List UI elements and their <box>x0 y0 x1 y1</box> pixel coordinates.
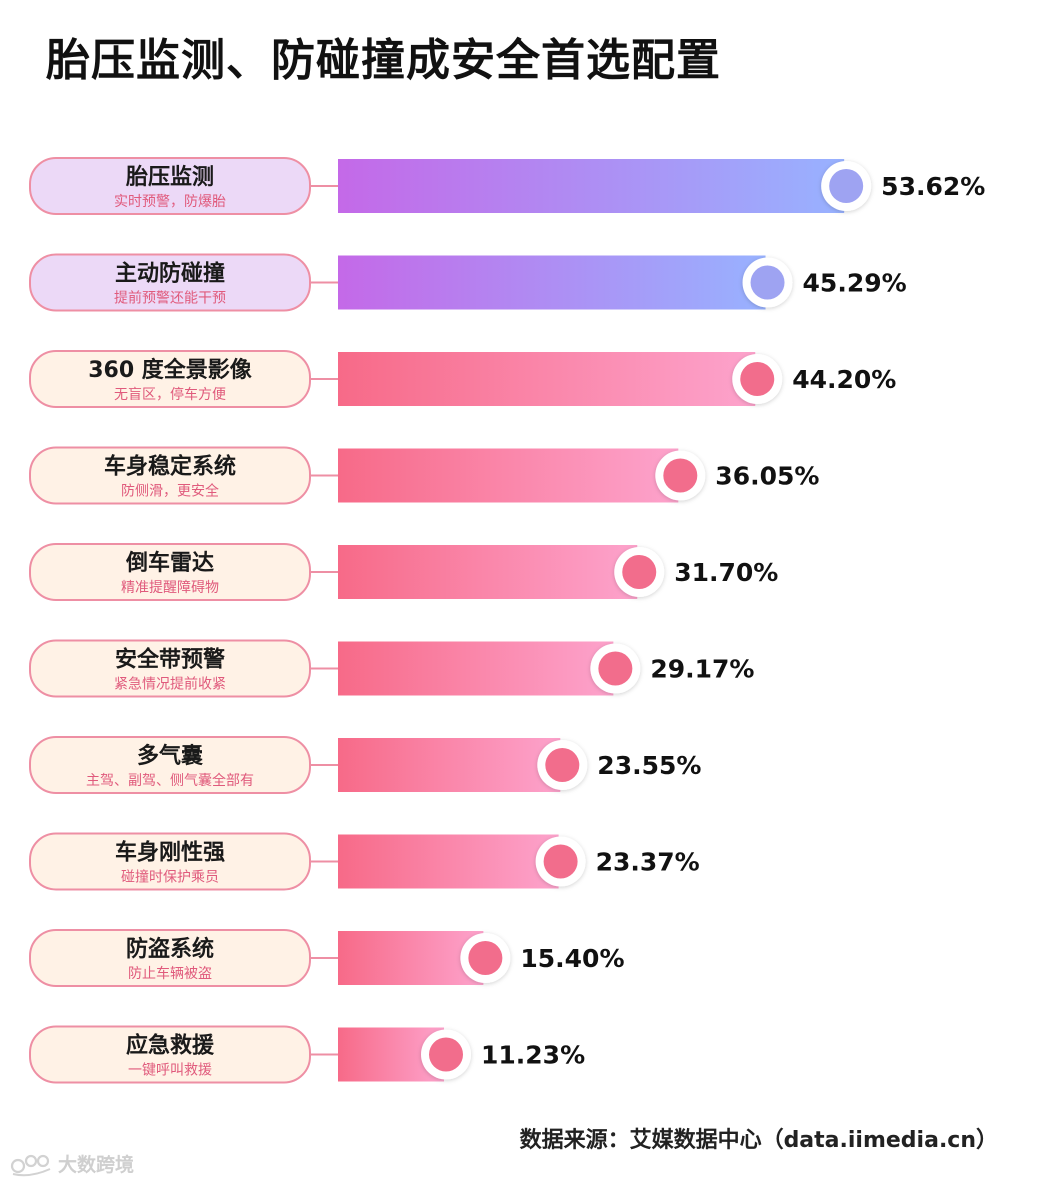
bar-end-dot <box>663 458 698 493</box>
category-subtitle: 主驾、副驾、侧气囊全部有 <box>86 772 254 789</box>
value-bar <box>338 545 638 599</box>
value-label: 45.29% <box>803 269 907 298</box>
value-bar <box>338 352 756 406</box>
category-subtitle: 碰撞时保护乘员 <box>121 870 219 886</box>
value-label: 15.40% <box>520 944 624 973</box>
category-subtitle: 提前预警还能干预 <box>114 290 226 307</box>
category-name: 360 度全景影像 <box>88 357 253 383</box>
value-label: 44.20% <box>792 365 896 394</box>
value-bar <box>338 255 766 310</box>
bar-end-dot <box>545 748 580 782</box>
value-label: 23.37% <box>596 848 700 877</box>
watermark: 大数跨境 <box>10 1150 134 1177</box>
bar-end-dot <box>622 555 657 589</box>
category-name: 胎压监测 <box>126 164 214 190</box>
category-subtitle: 防侧滑，更安全 <box>121 483 219 500</box>
value-label: 23.55% <box>597 751 701 780</box>
value-label: 53.62% <box>881 172 985 201</box>
bar-end-dot <box>429 1037 464 1072</box>
category-subtitle: 紧急情况提前收紧 <box>114 676 226 693</box>
category-name: 安全带预警 <box>115 647 225 673</box>
value-label: 11.23% <box>481 1041 585 1070</box>
category-name: 倒车雷达 <box>125 550 214 576</box>
bar-end-dot <box>543 844 578 879</box>
value-bar <box>338 641 614 696</box>
chart-title: 胎压监测、防碰撞成安全首选配置 <box>46 35 721 86</box>
bar-end-dot <box>468 941 503 975</box>
category-name: 多气囊 <box>137 743 203 769</box>
value-bar <box>338 159 845 213</box>
brand-logo-icon <box>10 1154 51 1176</box>
bar-end-dot <box>740 362 775 396</box>
value-label: 36.05% <box>715 462 819 491</box>
category-name: 防盗系统 <box>126 936 214 962</box>
value-label: 31.70% <box>674 558 778 587</box>
category-subtitle: 一键呼叫救援 <box>128 1063 212 1079</box>
category-subtitle: 精准提醒障碍物 <box>121 580 219 596</box>
category-subtitle: 无盲区，停车方便 <box>114 386 226 403</box>
value-label: 29.17% <box>650 655 754 684</box>
value-bar <box>338 738 561 792</box>
value-bar <box>338 931 484 985</box>
bar-end-dot <box>598 651 633 686</box>
category-name: 应急救援 <box>126 1033 215 1059</box>
bar-end-dot <box>829 169 864 203</box>
category-subtitle: 实时预警，防爆胎 <box>114 194 226 210</box>
value-bar <box>338 834 559 889</box>
data-source: 数据来源：艾媒数据中心（data.iimedia.cn） <box>519 1128 998 1153</box>
category-name: 主动防碰撞 <box>115 261 225 287</box>
bar-end-dot <box>750 265 785 300</box>
category-subtitle: 防止车辆被盗 <box>128 965 212 982</box>
watermark-text: 大数跨境 <box>58 1154 135 1176</box>
value-bar <box>338 448 679 503</box>
category-name: 车身稳定系统 <box>104 454 236 480</box>
category-name: 车身刚性强 <box>115 840 225 866</box>
